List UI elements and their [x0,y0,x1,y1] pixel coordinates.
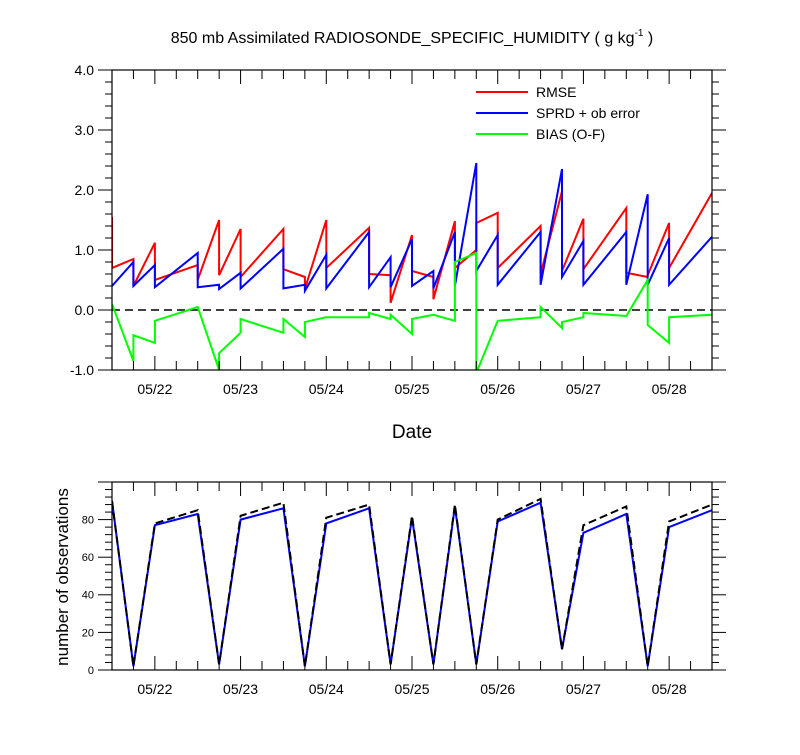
y-tick-label: 0.0 [75,302,95,318]
x-tick-label: 05/22 [137,681,172,697]
y-tick-label: 60 [82,552,94,564]
series-line-all-observations [112,497,712,667]
y-axis-label: number of observations [53,488,72,666]
y-tick-label: 3.0 [75,122,95,138]
x-tick-label: 05/28 [652,381,687,397]
x-tick-label: 05/26 [480,681,515,697]
x-tick-label: 05/24 [309,381,344,397]
chart-title-end: ) [643,30,653,47]
x-tick-label: 05/25 [394,381,429,397]
legend-label: SPRD + ob error [536,105,640,121]
x-tick-label: 05/28 [652,681,687,697]
chart-title-sup: -1 [635,28,644,39]
x-tick-label: 05/23 [223,381,258,397]
x-tick-label: 05/22 [137,381,172,397]
x-tick-label: 05/25 [394,681,429,697]
chart-title-main: 850 mb Assimilated RADIOSONDE_SPECIFIC_H… [171,30,635,47]
legend-label: RMSE [536,84,576,100]
x-axis-label: Date [392,422,432,443]
y-tick-label: 0 [88,665,94,677]
legend-label: BIAS (O-F) [536,126,605,142]
top-chart: 850 mb Assimilated RADIOSONDE_SPECIFIC_H… [70,28,726,443]
chart-title: 850 mb Assimilated RADIOSONDE_SPECIFIC_H… [171,28,654,47]
series-line-sprd-ob-error [112,162,712,295]
x-tick-label: 05/27 [566,381,601,397]
x-tick-label: 05/23 [223,681,258,697]
series-line-used-observations [112,500,712,667]
x-tick-label: 05/24 [309,681,344,697]
y-tick-label: -1.0 [70,362,94,378]
x-tick-label: 05/27 [566,681,601,697]
y-tick-label: 4.0 [75,62,95,78]
bottom-chart: number of observations 0 20 40 60 80 05/22 05/… [53,481,726,697]
plot-frame [111,481,713,671]
y-tick-label: 1.0 [75,242,95,258]
y-tick-label: 80 [82,514,94,526]
y-tick-label: 40 [82,590,94,602]
x-tick-label: 05/26 [480,381,515,397]
y-tick-label: 20 [82,627,94,639]
y-tick-label: 2.0 [75,182,95,198]
